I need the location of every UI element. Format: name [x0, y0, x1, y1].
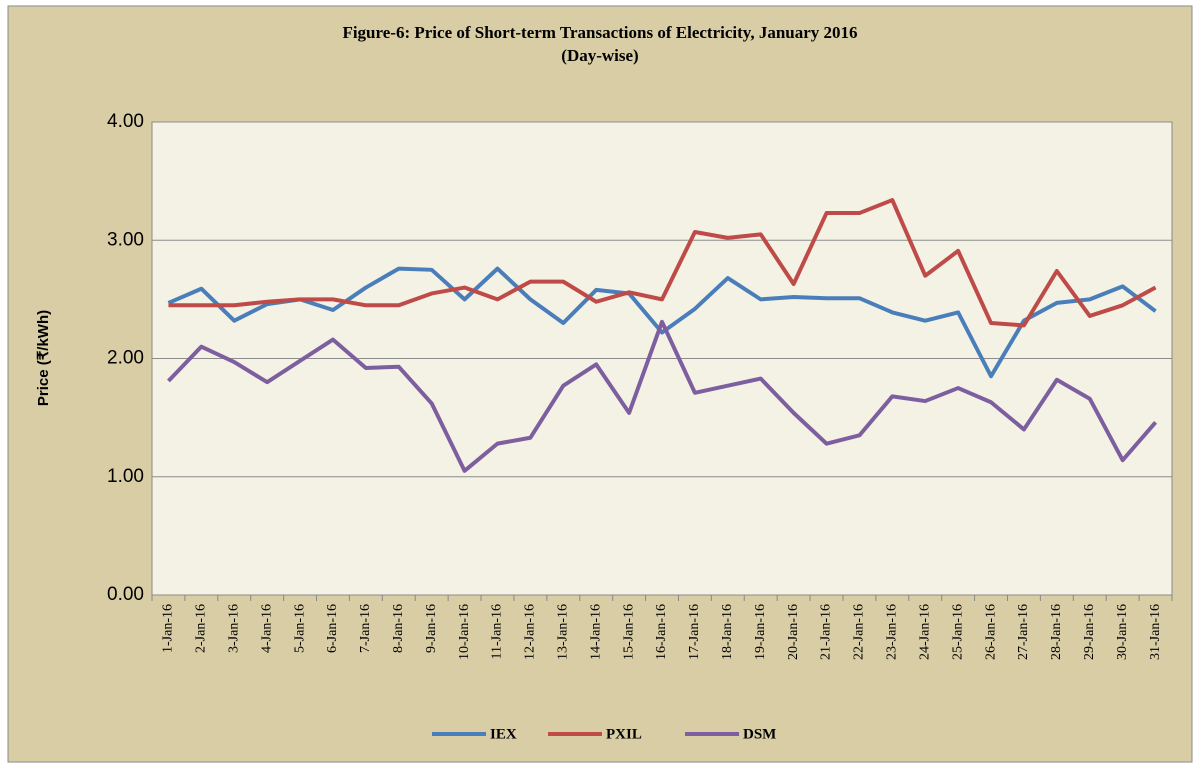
- x-tick-label: 7-Jan-16: [358, 604, 373, 653]
- x-tick-label: 22-Jan-16: [852, 604, 867, 660]
- x-tick-label: 16-Jan-16: [654, 604, 669, 660]
- chart-title: Figure-6: Price of Short-term Transactio…: [342, 23, 857, 42]
- y-tick-label: 4.00: [107, 111, 144, 132]
- x-tick-label: 8-Jan-16: [391, 604, 406, 653]
- x-tick-label: 25-Jan-16: [950, 604, 965, 660]
- x-tick-label: 10-Jan-16: [457, 604, 472, 660]
- x-tick-label: 26-Jan-16: [983, 604, 998, 660]
- x-tick-label: 30-Jan-16: [1115, 604, 1130, 660]
- x-tick-label: 11-Jan-16: [490, 604, 505, 659]
- line-series: [167, 266, 1157, 379]
- x-tick-label: 18-Jan-16: [720, 604, 735, 660]
- y-tick-label: 3.00: [107, 229, 144, 250]
- y-tick-label: 1.00: [107, 466, 144, 487]
- x-tick-label: 15-Jan-16: [621, 604, 636, 660]
- x-tick-label: 2-Jan-16: [194, 604, 209, 653]
- x-tick-label: 23-Jan-16: [885, 604, 900, 660]
- x-tick-label: 5-Jan-16: [292, 604, 307, 653]
- x-tick-label: 20-Jan-16: [786, 604, 801, 660]
- x-tick-label: 29-Jan-16: [1082, 604, 1097, 660]
- line-series: [168, 198, 1157, 328]
- x-tick-label: 13-Jan-16: [556, 604, 571, 660]
- legend-label: IEX: [490, 726, 517, 742]
- x-tick-label: 27-Jan-16: [1016, 604, 1031, 660]
- x-tick-label: 24-Jan-16: [917, 604, 932, 660]
- chart-subtitle: (Day-wise): [561, 46, 638, 65]
- x-tick-label: 14-Jan-16: [588, 604, 603, 660]
- x-tick-label: 6-Jan-16: [325, 604, 340, 653]
- x-tick-label: 31-Jan-16: [1148, 604, 1163, 660]
- line-series: [167, 319, 1158, 473]
- x-tick-label: 4-Jan-16: [259, 604, 274, 653]
- x-tick-label: 12-Jan-16: [523, 604, 538, 660]
- y-axis-label: Price (₹/kWh): [35, 310, 52, 406]
- x-tick-label: 1-Jan-16: [161, 604, 176, 653]
- legend-label: DSM: [743, 726, 776, 742]
- legend-label: PXIL: [606, 726, 642, 742]
- x-tick-label: 28-Jan-16: [1049, 604, 1064, 660]
- x-tick-label: 21-Jan-16: [819, 604, 834, 660]
- x-tick-label: 19-Jan-16: [753, 604, 768, 660]
- y-tick-label: 0.00: [107, 584, 144, 605]
- y-tick-label: 2.00: [107, 348, 144, 369]
- x-tick-label: 3-Jan-16: [226, 604, 241, 653]
- x-tick-label: 9-Jan-16: [424, 604, 439, 653]
- x-tick-label: 17-Jan-16: [687, 604, 702, 660]
